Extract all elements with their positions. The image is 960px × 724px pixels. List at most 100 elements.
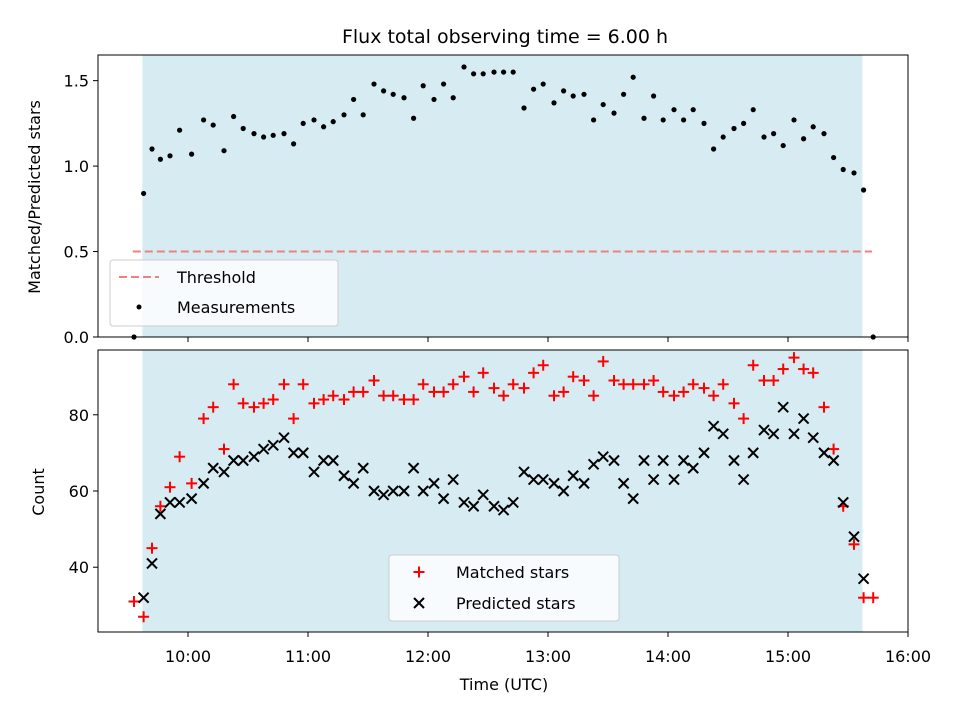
predicted-star-point xyxy=(848,531,860,543)
count-x-tick-label: 14:00 xyxy=(645,647,691,666)
predicted-star-point xyxy=(777,401,789,413)
predicted-star-point xyxy=(447,473,459,486)
count-x-tick-label: 15:00 xyxy=(765,647,811,666)
matched-star-point xyxy=(477,367,489,379)
measurement-point xyxy=(551,100,557,106)
matched-star-point xyxy=(507,378,519,390)
measurement-point xyxy=(390,91,396,97)
predicted-star-point xyxy=(548,477,560,490)
measurement-point xyxy=(861,187,867,193)
matched-star-point xyxy=(698,382,710,394)
predicted-star-point xyxy=(407,462,420,474)
matched-star-point xyxy=(678,386,690,398)
ratio-legend: Threshold Measurements xyxy=(109,259,339,327)
measurement-point xyxy=(480,71,486,77)
predicted-star-point xyxy=(627,492,639,505)
measurement-point xyxy=(611,110,617,116)
predicted-star-point xyxy=(497,504,510,516)
matched-star-point xyxy=(297,378,309,390)
matched-star-point xyxy=(717,378,729,390)
legend-measurements-label: Measurements xyxy=(177,298,295,317)
matched-star-point xyxy=(174,451,186,463)
matched-star-point xyxy=(798,363,810,375)
measurement-point xyxy=(149,146,155,152)
count-y-ticks: 40 60 80 xyxy=(69,406,98,577)
legend-matched-marker xyxy=(413,566,425,578)
matched-star-point xyxy=(867,592,879,604)
measurement-point xyxy=(411,115,417,121)
measurement-point xyxy=(581,91,587,97)
legend-plus xyxy=(413,566,425,578)
measurement-point xyxy=(761,134,767,140)
matched-star-point xyxy=(738,413,750,425)
matched-star-point xyxy=(248,401,260,413)
legend-cross xyxy=(413,597,425,609)
predicted-star-point xyxy=(818,447,830,459)
measurement-point xyxy=(630,74,636,80)
matched-star-point xyxy=(648,374,660,386)
predicted-star-point xyxy=(668,473,680,486)
predicted-star-point xyxy=(737,473,750,486)
measurement-point xyxy=(711,146,717,152)
matched-star-point xyxy=(768,374,780,386)
predicted-star-point xyxy=(237,454,249,467)
predicted-star-point xyxy=(278,431,290,444)
measurement-points xyxy=(131,64,876,340)
predicted-star-point xyxy=(837,496,849,509)
measurement-point xyxy=(540,81,546,87)
measurement-point xyxy=(671,107,677,113)
measurement-point xyxy=(720,134,726,140)
measurement-point xyxy=(141,190,147,197)
measurement-point xyxy=(420,83,426,89)
measurement-point xyxy=(690,107,696,113)
measurement-point xyxy=(270,132,276,138)
predicted-star-point xyxy=(797,412,810,425)
predicted-star-point xyxy=(687,462,699,474)
matched-star-point xyxy=(588,390,600,402)
matched-star-point xyxy=(657,386,669,398)
matched-star-point xyxy=(387,390,399,402)
measurement-point xyxy=(461,64,467,70)
predicted-star-point xyxy=(717,428,729,440)
measurement-point xyxy=(791,117,797,123)
measurement-point xyxy=(801,136,807,142)
predicted-star-point xyxy=(257,443,270,455)
measurement-point xyxy=(231,113,237,120)
measurement-point xyxy=(189,151,195,157)
predicted-star-point xyxy=(537,473,549,486)
legend-predicted-label: Predicted stars xyxy=(456,594,576,613)
measurement-point xyxy=(821,131,827,137)
matched-star-point xyxy=(348,386,360,398)
ratio-y-ticks: 0.0 0.5 1.0 1.5 xyxy=(64,72,98,347)
count-legend: Matched stars Predicted stars xyxy=(388,554,620,622)
predicted-star-point xyxy=(527,473,540,486)
predicted-star-points xyxy=(137,401,870,604)
predicted-star-point xyxy=(357,462,369,474)
predicted-star-point xyxy=(707,420,720,432)
predicted-star-point xyxy=(657,454,669,467)
matched-star-point xyxy=(327,390,339,402)
predicted-star-point xyxy=(477,489,489,501)
predicted-star-point xyxy=(467,500,480,512)
measurement-point xyxy=(840,166,846,173)
matched-star-point xyxy=(567,371,579,383)
measurement-point xyxy=(831,154,837,161)
predicted-star-point xyxy=(218,466,230,478)
count-y-tick-label: 80 xyxy=(69,406,89,425)
ratio-x-ticks xyxy=(187,337,909,342)
measurement-point xyxy=(300,120,306,126)
matched-star-point xyxy=(518,382,530,394)
legend-threshold-label: Threshold xyxy=(176,268,256,287)
measurement-point xyxy=(351,96,357,103)
legend-measurements-marker xyxy=(136,304,142,310)
matched-star-point xyxy=(498,390,510,402)
matched-star-point xyxy=(218,443,230,455)
predicted-star-point xyxy=(297,447,309,459)
predicted-star-point xyxy=(317,454,330,467)
predicted-star-point xyxy=(347,477,360,490)
matched-star-point xyxy=(258,397,270,409)
matched-star-point xyxy=(318,394,330,406)
matched-star-point xyxy=(428,386,440,398)
matched-star-point xyxy=(146,542,158,554)
count-x-tick-label: 12:00 xyxy=(405,647,451,666)
